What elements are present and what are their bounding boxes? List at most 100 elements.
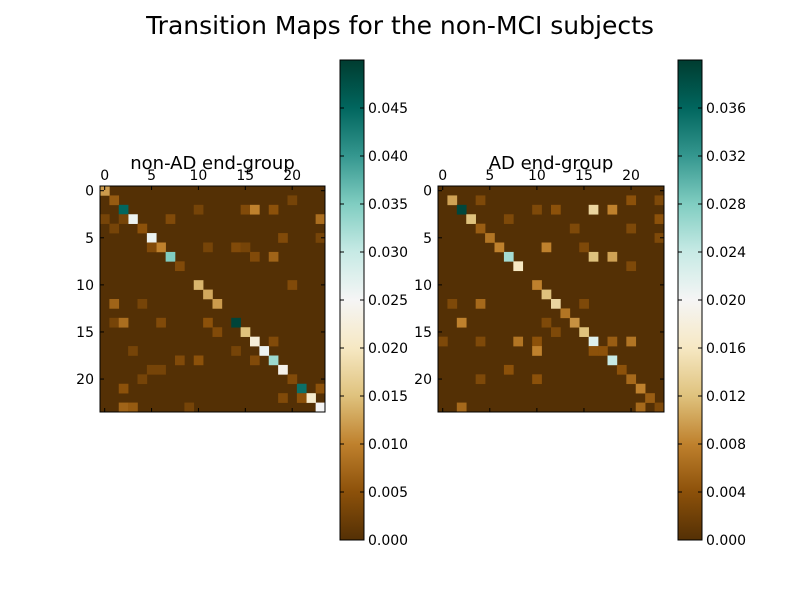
heatmap-cell bbox=[278, 393, 288, 403]
heatmap-cell bbox=[287, 374, 298, 385]
heatmap-cell bbox=[240, 327, 251, 337]
heatmap-cell bbox=[296, 383, 307, 394]
colorbar: 0.000 0.005 0.010 0.015 0.020 0.025 0.030 0.035… bbox=[339, 59, 408, 549]
heatmap-cell bbox=[635, 383, 646, 394]
heatmap-cell bbox=[315, 233, 326, 243]
heatmap-cell bbox=[475, 374, 486, 385]
heatmap-cell bbox=[137, 299, 148, 309]
x-tick-label: 20 bbox=[283, 168, 301, 184]
heatmap-cell bbox=[287, 280, 298, 290]
heatmap-cell bbox=[635, 402, 646, 413]
x-tick-label: 5 bbox=[485, 168, 494, 184]
heatmap-cell bbox=[109, 195, 120, 206]
heatmap-cell bbox=[645, 393, 655, 403]
heatmap-cell bbox=[165, 251, 176, 262]
heatmap-cell bbox=[456, 204, 467, 215]
heatmap-cell bbox=[560, 308, 571, 319]
heatmap-cell bbox=[626, 261, 637, 272]
heatmap-cell bbox=[250, 355, 260, 366]
heatmap-cell bbox=[296, 393, 307, 403]
heatmap-cell bbox=[475, 299, 486, 309]
heatmap-cell bbox=[466, 214, 476, 224]
heatmap-cell bbox=[532, 336, 542, 347]
heatmap-cell bbox=[146, 233, 157, 243]
colorbar-tick-label: 0.025 bbox=[368, 293, 408, 309]
heatmap-cell bbox=[579, 299, 589, 309]
heatmap-cell bbox=[315, 402, 326, 413]
colorbar-tick-label: 0.020 bbox=[368, 341, 408, 357]
heatmap-cell bbox=[513, 336, 524, 347]
heatmap-cell bbox=[156, 364, 166, 375]
heatmap-cell bbox=[278, 233, 288, 243]
colorbar-tick-label: 0.045 bbox=[368, 101, 408, 117]
heatmap-cell bbox=[654, 195, 665, 206]
y-tick-label: 15 bbox=[414, 325, 432, 341]
heatmap-cell bbox=[447, 299, 458, 309]
x-tick-label: 0 bbox=[100, 168, 109, 184]
colorbar-tick-label: 0.016 bbox=[706, 341, 746, 357]
x-tick-label: 5 bbox=[147, 168, 156, 184]
colorbar-tick-label: 0.020 bbox=[706, 293, 746, 309]
colorbar-tick-label: 0.030 bbox=[368, 245, 408, 261]
heatmap-cell bbox=[475, 223, 486, 234]
heatmap-cell bbox=[259, 346, 270, 356]
heatmap-cell bbox=[541, 242, 552, 253]
colorbar-tick-label: 0.012 bbox=[706, 389, 746, 405]
heatmap-cell bbox=[551, 204, 561, 215]
colorbar-tick-label: 0.008 bbox=[706, 437, 746, 453]
heatmap-cell bbox=[203, 317, 213, 328]
heatmap-cell bbox=[598, 346, 608, 356]
heatmap-cell bbox=[607, 355, 618, 366]
colorbar-tick-label: 0.032 bbox=[706, 149, 746, 165]
heatmap-cell bbox=[146, 364, 157, 375]
y-tick-label: 0 bbox=[85, 184, 94, 200]
heatmap-cell bbox=[513, 261, 524, 272]
x-tick-label: 10 bbox=[190, 168, 208, 184]
heatmap-cell bbox=[268, 204, 279, 215]
heatmap-cell bbox=[579, 327, 589, 337]
y-tick-label: 10 bbox=[414, 278, 432, 294]
colorbar-tick-label: 0.035 bbox=[368, 197, 408, 213]
x-tick-label: 15 bbox=[236, 168, 254, 184]
heatmap-cell bbox=[485, 233, 495, 243]
colorbar-tick-label: 0.036 bbox=[706, 101, 746, 117]
heatmap-cell bbox=[250, 204, 260, 215]
heatmap-cell bbox=[475, 336, 486, 347]
heatmap-cell bbox=[240, 242, 251, 253]
heatmap-cell bbox=[109, 223, 120, 234]
heatmap-cell bbox=[268, 336, 279, 347]
heatmap-title: AD end-group bbox=[489, 153, 614, 174]
heatmap-cell bbox=[128, 346, 138, 356]
heatmap-cell bbox=[118, 214, 129, 224]
heatmap-cell bbox=[109, 317, 120, 328]
colorbar-tick-label: 0.015 bbox=[368, 389, 408, 405]
heatmap-cell bbox=[118, 402, 129, 413]
heatmap-cell bbox=[268, 355, 279, 366]
heatmap-cell bbox=[212, 327, 223, 337]
heatmap-cell bbox=[193, 355, 204, 366]
heatmap-cell bbox=[137, 223, 148, 234]
heatmap-cell bbox=[456, 317, 467, 328]
heatmap-frame bbox=[437, 185, 665, 413]
heatmap-cell bbox=[532, 346, 542, 356]
colorbar-tick-label: 0.005 bbox=[368, 485, 408, 501]
heatmap-cell bbox=[532, 280, 542, 290]
heatmap-cell bbox=[250, 251, 260, 262]
heatmap-cell bbox=[588, 251, 599, 262]
heatmap-cell bbox=[109, 299, 120, 309]
heatmap-cell bbox=[156, 242, 166, 253]
heatmap-cell bbox=[212, 299, 223, 309]
colorbar-tick-label: 0.028 bbox=[706, 197, 746, 213]
heatmap-cell bbox=[616, 364, 627, 375]
heatmap-cell bbox=[175, 261, 185, 272]
heatmap-title: non-AD end-group bbox=[130, 153, 295, 174]
colorbar-tick-label: 0.024 bbox=[706, 245, 746, 261]
heatmap-cell bbox=[165, 214, 176, 224]
y-tick-label: 5 bbox=[423, 231, 432, 247]
heatmap-cell bbox=[569, 223, 580, 234]
heatmap-cell bbox=[315, 383, 326, 394]
heatmap-cell bbox=[203, 242, 213, 253]
y-tick-label: 20 bbox=[414, 372, 432, 388]
